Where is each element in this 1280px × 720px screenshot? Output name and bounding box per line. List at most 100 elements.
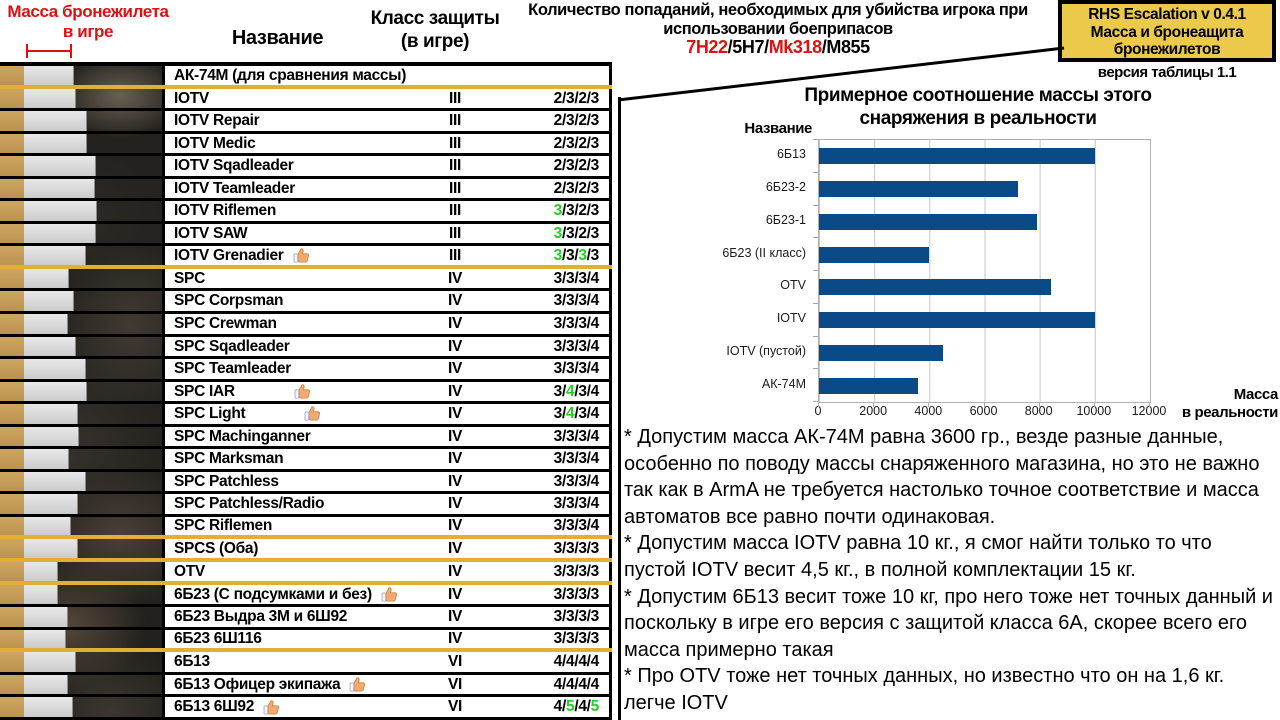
hits-separator: / xyxy=(574,450,579,468)
mass-column-header: Масса бронежилета в игре xyxy=(2,2,174,42)
hits-separator: / xyxy=(561,653,566,671)
hits-value: 3 xyxy=(565,360,575,378)
table-row: 6Б23 (С подсумками и без) IV 3/3/3/3 xyxy=(0,584,612,608)
mass-bar-base xyxy=(0,539,25,559)
hits-separator: / xyxy=(561,360,566,378)
armor-class: IV xyxy=(447,292,463,310)
armor-row-cell: IOTV Riflemen III 3/3/2/3 xyxy=(162,201,612,221)
hits-separator: / xyxy=(574,360,579,378)
table-row: IOTV Grenadier III 3/3/3/3 xyxy=(0,246,612,269)
chart-plot-area xyxy=(818,139,1151,403)
table-row: 6Б23 6Ш116 IV 3/3/3/3 xyxy=(0,629,612,653)
hits-to-kill: 3/3/3/3 xyxy=(554,630,600,648)
hits-separator: / xyxy=(574,179,579,197)
table-row: IOTV III 2/3/2/3 xyxy=(0,88,612,112)
armor-table-rows: АК-74М (для сравнения массы) IOTV III 2/3/2… xyxy=(0,66,612,720)
hits-value: 2 xyxy=(553,179,563,197)
hits-separator: / xyxy=(561,179,566,197)
armor-name: SPC IAR xyxy=(174,382,235,400)
table-row: 6Б13 VI 4/4/4/4 xyxy=(0,652,612,675)
mass-bar xyxy=(24,404,78,424)
hits-value: 3 xyxy=(590,585,600,603)
hits-separator: / xyxy=(586,337,591,355)
hits-separator: / xyxy=(586,698,591,716)
armor-row-cell: SPC Corpsman IV 3/3/3/4 xyxy=(162,291,612,312)
chart-bar xyxy=(819,213,1037,230)
y-axis-tick xyxy=(813,237,818,239)
table-row: 6Б23 Выдра 3М и 6Ш92 IV 3/3/3/3 xyxy=(0,607,612,630)
chart-category-label: 6Б23 (II класс) xyxy=(722,245,806,260)
hits-value: 3 xyxy=(553,517,563,535)
hits-separator: / xyxy=(561,472,566,490)
hits-value: 3 xyxy=(578,337,587,355)
hits-value: 3 xyxy=(565,540,575,557)
hits-value: 3 xyxy=(578,585,587,603)
hits-separator: / xyxy=(586,315,591,333)
armor-name: SPC Patchless/Radio xyxy=(174,495,325,513)
table-row: IOTV Teamleader III 2/3/2/3 xyxy=(0,178,612,202)
mass-bar-base xyxy=(0,471,25,492)
hits-value: 2 xyxy=(553,157,563,175)
mass-bar-base xyxy=(0,516,25,536)
hits-to-kill: 3/3/3/3 xyxy=(554,585,600,603)
hits-separator: / xyxy=(561,134,566,152)
mass-bar xyxy=(24,652,76,672)
armor-class: III xyxy=(448,246,462,264)
hits-separator: / xyxy=(574,157,579,175)
thumbs-up-icon xyxy=(294,384,310,399)
armor-name: SPC xyxy=(174,269,205,287)
y-axis-tick xyxy=(813,171,818,173)
table-row: SPCS (Оба) IV 3/3/3/3 xyxy=(0,539,612,563)
armor-row-cell: OTV IV 3/3/3/3 xyxy=(162,562,612,581)
mass-bar-base xyxy=(0,426,25,447)
table-row: 6Б13 Офицер экипажа VI 4/4/4/4 xyxy=(0,674,612,698)
y-axis-tick xyxy=(813,401,818,402)
mass-bar-base xyxy=(0,697,25,717)
table-row: SPC Sqadleader IV 3/3/3/4 xyxy=(0,336,612,360)
mass-bar xyxy=(24,516,71,536)
hits-separator: / xyxy=(586,89,591,107)
armor-name: SPC Machinganner xyxy=(174,427,311,445)
hits-value: 3 xyxy=(565,246,575,264)
mass-bar xyxy=(24,697,73,717)
hits-value: 3 xyxy=(578,360,587,378)
hits-value: 3 xyxy=(578,472,587,490)
hits-to-kill: 3/3/3/4 xyxy=(553,427,600,445)
armor-class: VI xyxy=(447,653,463,671)
armor-class: IV xyxy=(447,495,463,513)
hits-value: 4 xyxy=(565,653,575,671)
chart-bar xyxy=(819,377,919,394)
hits-separator: / xyxy=(586,653,591,671)
mass-bar-base xyxy=(0,494,25,514)
hits-value: 4 xyxy=(590,292,600,310)
armor-row-cell: 6Б23 Выдра 3М и 6Ш92 IV 3/3/3/3 xyxy=(162,607,612,627)
armor-name: SPC Light xyxy=(174,405,246,423)
hits-value: 3 xyxy=(553,427,563,445)
armor-row-cell: IOTV Grenadier III 3/3/3/3 xyxy=(162,246,612,265)
hits-value: 2 xyxy=(578,202,587,220)
armor-class: III xyxy=(448,112,462,130)
hits-value: 3 xyxy=(578,495,587,513)
chart-x-tick-label: 0 xyxy=(814,404,822,418)
hits-value: 3 xyxy=(578,630,587,648)
armor-row-cell: IOTV Medic III 2/3/2/3 xyxy=(162,133,612,154)
table-row: SPC Marksman IV 3/3/3/4 xyxy=(0,449,612,472)
ammo-type: / xyxy=(727,37,733,57)
hits-separator: / xyxy=(586,134,591,152)
hits-separator: / xyxy=(561,224,566,242)
hits-to-kill: 2/3/2/3 xyxy=(554,112,600,130)
armor-name: IOTV xyxy=(174,89,209,107)
armor-class: IV xyxy=(447,337,463,355)
mass-bar xyxy=(24,674,68,695)
hits-value: 3 xyxy=(590,112,600,130)
chart-category-label: 6Б23-2 xyxy=(765,180,806,195)
hits-separator: / xyxy=(574,608,579,626)
hits-separator: / xyxy=(574,585,579,603)
hits-value: 4 xyxy=(565,405,575,423)
hits-to-kill: 3/3/3/3 xyxy=(554,540,600,557)
hits-value: 3 xyxy=(578,450,587,468)
hits-separator: / xyxy=(574,517,579,535)
armor-row-cell: IOTV SAW III 3/3/2/3 xyxy=(162,223,612,244)
hits-to-kill: 3/3/3/4 xyxy=(554,315,600,333)
hits-value: 3 xyxy=(590,89,600,107)
